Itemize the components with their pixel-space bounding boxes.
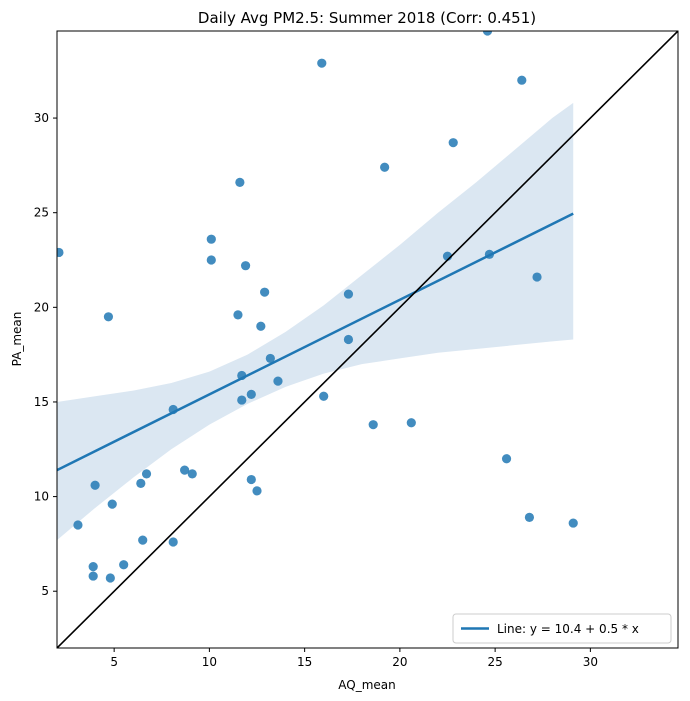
- identity-line: [57, 31, 678, 648]
- scatter-point-9: [119, 560, 129, 570]
- x-tick-label: 5: [110, 655, 118, 669]
- plot-frame: [56, 30, 679, 649]
- regression-line: [57, 212, 574, 472]
- legend: Line: y = 10.4 + 0.5 * x: [452, 613, 672, 644]
- scatter-point-42: [501, 454, 512, 464]
- y-tick-label: 25: [34, 206, 49, 220]
- scatter-point-36: [380, 162, 390, 172]
- scatter-point-17: [206, 255, 216, 265]
- x-tick-label: 15: [297, 655, 312, 669]
- scatter-point-44: [524, 512, 535, 523]
- scatter-point-25: [246, 474, 256, 485]
- scatter-point-24: [246, 389, 256, 399]
- scatter-point-16: [187, 469, 197, 479]
- scatter-point-3: [88, 571, 98, 581]
- scatter-point-19: [233, 310, 243, 320]
- scatter-point-8: [107, 499, 117, 509]
- scatter-point-20: [235, 177, 245, 188]
- legend-box: [452, 613, 672, 644]
- scatter-point-5: [90, 480, 100, 490]
- scatter-point-46: [568, 518, 578, 528]
- scatter-point-27: [256, 321, 266, 331]
- x-tick-label: 20: [392, 655, 407, 669]
- scatter-point-1: [57, 247, 64, 258]
- scatter-point-12: [141, 469, 152, 479]
- scatter-point-43: [517, 75, 527, 85]
- y-tick-label: 15: [34, 395, 49, 409]
- scatter-point-10: [136, 478, 146, 488]
- scatter-point-39: [448, 138, 458, 148]
- chart-title: Daily Avg PM2.5: Summer 2018 (Corr: 0.45…: [198, 9, 536, 27]
- y-tick-label: 20: [34, 300, 49, 314]
- scatter-point-37: [406, 418, 416, 428]
- scatter-point-6: [103, 312, 114, 322]
- x-axis: 5 10 15 20 25 30: [110, 648, 598, 669]
- x-axis-label: AQ_mean: [338, 678, 395, 692]
- x-tick-label: 10: [202, 655, 217, 669]
- y-tick-label: 10: [34, 490, 49, 504]
- y-axis: 5 10 15 20 25 30: [34, 111, 57, 598]
- x-tick-label: 25: [487, 655, 502, 669]
- y-tick-label: 5: [41, 584, 49, 598]
- scatter-point-4: [88, 562, 98, 572]
- scatter-point-33: [343, 289, 354, 299]
- confidence-band: [57, 102, 574, 541]
- scatter-point-31: [317, 58, 327, 68]
- scatter-point-30: [273, 376, 283, 386]
- scatter-point-7: [105, 573, 115, 583]
- scatter-point-35: [368, 420, 378, 430]
- scatter-point-32: [319, 391, 329, 401]
- scatter-point-18: [206, 234, 216, 244]
- scatter-point-2: [73, 520, 83, 530]
- legend-label: Line: y = 10.4 + 0.5 * x: [497, 622, 639, 636]
- scatter-point-22: [237, 395, 247, 405]
- scatter-point-11: [138, 535, 148, 545]
- scatter-point-14: [168, 537, 178, 547]
- scatter-point-45: [532, 272, 542, 282]
- y-tick-label: 30: [34, 111, 49, 125]
- scatter-point-28: [260, 287, 270, 297]
- scatter-point-23: [240, 261, 251, 271]
- scatter-point-40: [482, 31, 493, 36]
- scatter-point-29: [265, 353, 275, 364]
- scatter-point-26: [252, 486, 262, 496]
- y-axis-label: PA_mean: [10, 312, 24, 367]
- scatter-point-34: [343, 334, 354, 345]
- scatter-point-15: [180, 465, 190, 475]
- x-tick-label: 30: [583, 655, 598, 669]
